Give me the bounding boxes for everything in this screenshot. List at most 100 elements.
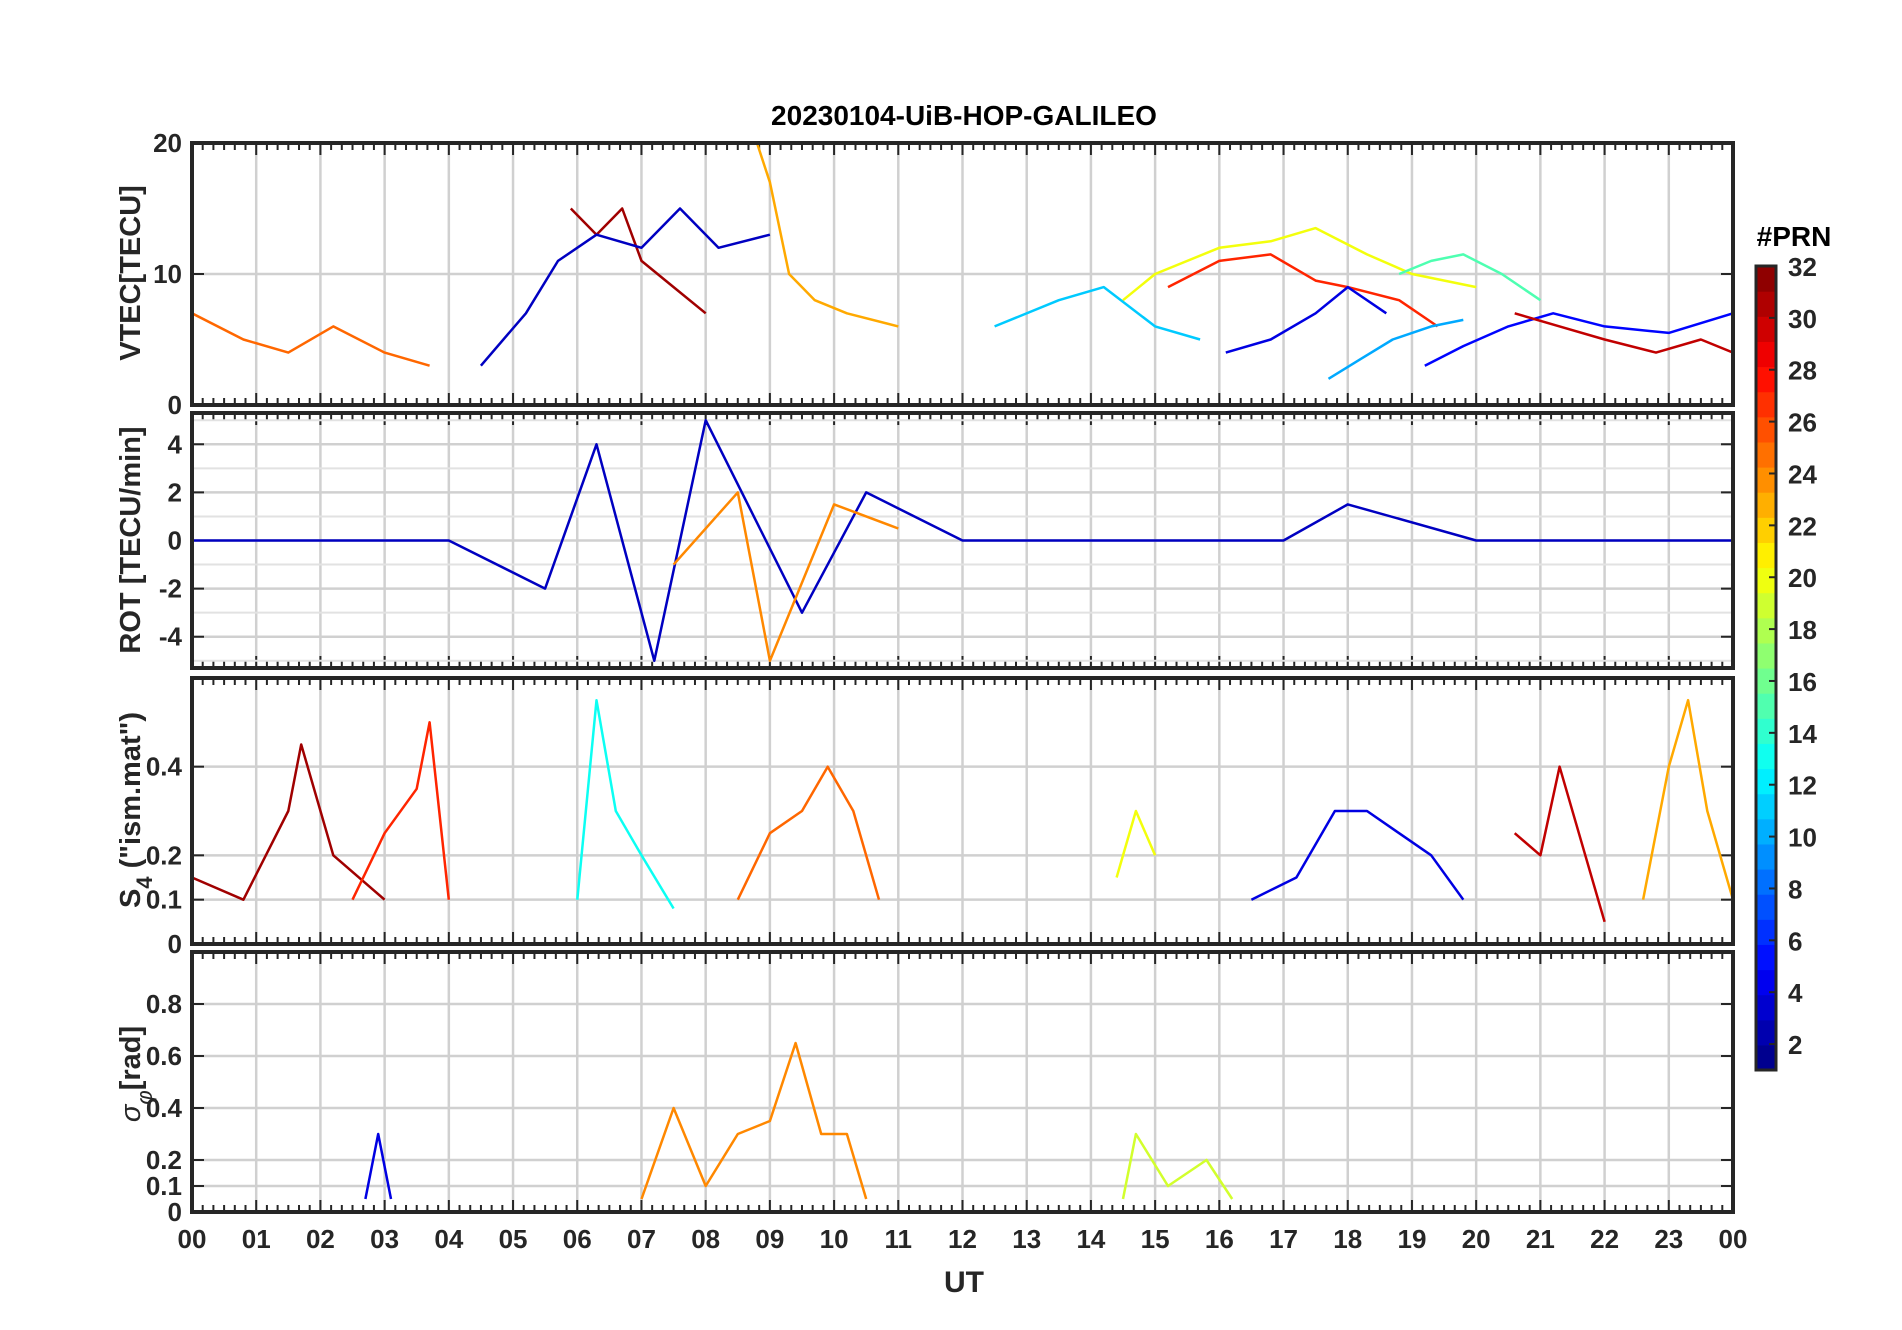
y-axis-label-vtec: VTEC[TECU] [115,185,147,361]
colorbar-tick-label: 14 [1788,719,1817,749]
y-tick-label: 0 [168,1197,182,1227]
x-tick-label: 15 [1141,1224,1170,1254]
colorbar-segment [1756,869,1776,895]
series-group [192,418,1733,663]
colorbar-segment [1756,366,1776,393]
series-line-prn-23 [1641,698,1733,901]
colorbar-segment [1756,542,1776,569]
colorbar-segment [1756,693,1776,719]
series-line-prn-25 [736,765,881,901]
colorbar-segment [1756,818,1776,845]
colorbar-tick-label: 6 [1788,926,1802,956]
y-tick-label: 0 [168,929,182,959]
colorbar-segment [1756,492,1776,518]
x-tick-label: 23 [1654,1224,1683,1254]
colorbar-segment [1756,391,1776,418]
axes-box [190,950,1735,1214]
series-line-prn-27 [1167,253,1439,328]
s4-label-rest: ("ism.mat") [115,712,147,876]
x-tick-label: 16 [1205,1224,1234,1254]
x-axis-label: UT [944,1266,984,1299]
x-tick-label: 09 [755,1224,784,1254]
series-line-prn-24 [672,491,899,663]
colorbar-tick-label: 4 [1788,978,1803,1008]
y-tick-label: 10 [153,259,182,289]
series-line-prn-3 [479,207,771,367]
colorbar-segment [1756,743,1776,770]
colorbar-segment [1756,316,1776,342]
colorbar-segment [1756,994,1776,1021]
colorbar-tick-label: 2 [1788,1030,1802,1060]
series-line-prn-4 [1250,809,1465,901]
x-tick-label: 20 [1462,1224,1491,1254]
chart-title: 20230104-UiB-HOP-GALILEO [771,100,1157,131]
colorbar-tick-label: 28 [1788,356,1817,386]
colorbar-segment [1756,416,1776,443]
x-tick-label: 13 [1012,1224,1041,1254]
y-tick-label: 4 [168,429,183,459]
x-tick-label: 19 [1397,1224,1426,1254]
colorbar-segment [1756,969,1776,996]
x-tick-label: 14 [1076,1224,1105,1254]
colorbar-segment [1756,1019,1776,1046]
colorbar-tick-label: 32 [1788,252,1817,282]
y-tick-label: -4 [159,622,183,652]
colorbar-segment [1756,843,1776,870]
x-tick-label: 05 [499,1224,528,1254]
axes-box [190,141,1735,407]
colorbar-segment [1756,919,1776,945]
series-line-prn-23 [755,143,899,328]
colorbar-frame [1754,264,1778,1072]
y-tick-label: 0.8 [146,989,182,1019]
x-tick-label: 17 [1269,1224,1298,1254]
sigma-label-rest: [rad] [115,1026,147,1090]
y-axis-label-sigma-phi: σφ[rad] [115,1026,157,1122]
y-tick-label: 0.2 [146,840,182,870]
series-group [192,143,1733,380]
colorbar-tick-label: 12 [1788,771,1817,801]
x-tick-label: 06 [563,1224,592,1254]
sigma-label-main: σ [115,1103,147,1122]
x-tick-label: 18 [1333,1224,1362,1254]
colorbar-segment [1756,1044,1776,1071]
series-line-prn-4 [1225,285,1388,354]
series-line-prn-5 [1424,312,1733,367]
x-tick-label: 12 [948,1224,977,1254]
s4-label-main: S [115,889,147,908]
colorbar-tick-label: 24 [1788,459,1817,489]
series-line-prn-3 [192,418,1733,663]
x-tick-label: 00 [1719,1224,1748,1254]
colorbar-tick-label: 10 [1788,823,1817,853]
x-tick-label: 04 [434,1224,463,1254]
y-tick-label: 0.1 [146,1171,182,1201]
series-line-prn-10 [1327,318,1464,380]
series-line-prn-20 [1115,809,1157,878]
colorbar-segment [1756,894,1776,920]
y-tick-label: 0.4 [146,752,183,782]
colorbar-segment [1756,617,1776,644]
colorbar-tick-label: 8 [1788,874,1802,904]
colorbar-title: #PRN [1757,221,1832,252]
panel-vtec: 0 10 20 [153,128,1735,420]
panel-s4: 0 0.1 0.2 0.4 [146,676,1735,959]
x-tick-label: 08 [691,1224,720,1254]
x-tick-label: 01 [242,1224,271,1254]
y-tick-label: 0 [168,526,182,556]
colorbar-segment [1756,944,1776,971]
colorbar-tick-label: 16 [1788,667,1817,697]
y-tick-label: 0.6 [146,1041,182,1071]
axes-box [190,411,1735,670]
colorbar-segment [1756,341,1776,368]
x-tick-label: 10 [820,1224,849,1254]
y-tick-label: 0.1 [146,885,182,915]
s4-label-sub: 4 [132,876,157,889]
colorbar-tick-label: 18 [1788,615,1817,645]
series-group [192,698,1733,923]
series-line-prn-19 [1121,1132,1234,1200]
y-axis-label-s4: S4 ("ism.mat") [115,712,157,908]
colorbar-segment [1756,642,1776,669]
colorbar-segment [1756,441,1776,468]
colorbar-tick-label: 26 [1788,408,1817,438]
